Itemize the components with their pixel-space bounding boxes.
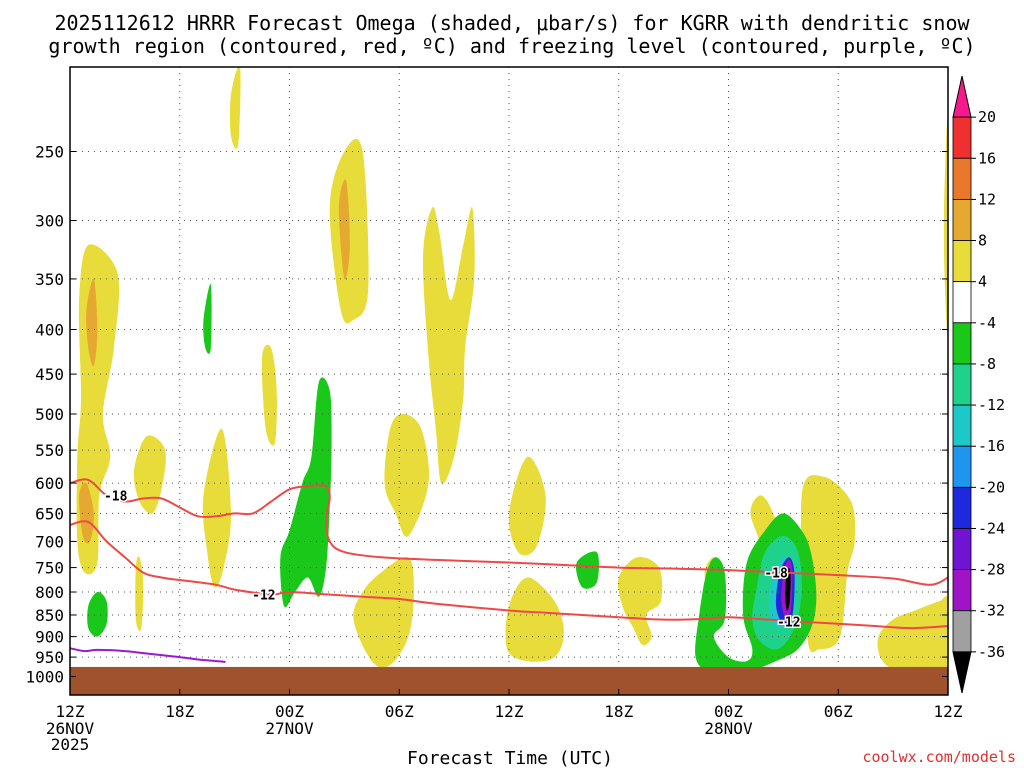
colorbar-label: -12 (978, 396, 1005, 414)
x-tick-label: 00Z (275, 702, 304, 721)
colorbar-bin (952, 610, 972, 653)
colorbar-label: -4 (978, 314, 996, 332)
plot-area: -18 -18 -12 -12 (70, 67, 948, 695)
dgz-contour-1 (70, 520, 948, 630)
colorbar-bin (952, 363, 972, 406)
omega-region-7 (261, 344, 277, 446)
colorbar-bin (952, 116, 972, 159)
x-tick-label: 12Z (495, 702, 524, 721)
dgz-contour-label: -12 (777, 616, 800, 631)
colorbar-bin (952, 240, 972, 283)
omega-region-9 (338, 179, 350, 280)
colorbar-label: -32 (978, 602, 1005, 620)
x-tick-label: 18Z (165, 702, 194, 721)
credit-text: coolwx.com/models (862, 748, 1016, 766)
omega-region-16 (617, 556, 663, 646)
y-tick-label: 500 (35, 405, 64, 424)
colorbar-bin (952, 528, 972, 571)
colorbar-bin (952, 281, 972, 324)
omega-region-5 (135, 556, 144, 631)
colorbar-label: 8 (978, 232, 987, 250)
omega-region-11 (422, 206, 475, 484)
omega-region-13 (508, 456, 546, 556)
colorbar-label: 20 (978, 108, 996, 126)
y-tick-label: 250 (35, 143, 64, 162)
colorbar-top-triangle (952, 75, 972, 118)
omega-region-6 (202, 428, 232, 588)
x-tick-date: 27NOV (265, 719, 314, 738)
axes: 250 300 350 400 450 500 550 600 650 700 750 800 850 9… (25, 66, 963, 754)
colorbar-label: -28 (978, 561, 1005, 579)
omega-region-23 (280, 377, 332, 608)
y-tick-label: 750 (35, 559, 64, 578)
y-tick-label: 300 (35, 212, 64, 231)
y-tick-label: 550 (35, 441, 64, 460)
omega-region-12 (353, 556, 414, 668)
y-tick-label: 400 (35, 321, 64, 340)
y-tick-label: 450 (35, 365, 64, 384)
colorbar-label: 12 (978, 190, 996, 208)
dgz-contour-label: -12 (252, 588, 275, 603)
y-tick-label: 850 (35, 606, 64, 625)
omega-region-21 (943, 116, 948, 335)
omega-region-2 (86, 278, 98, 367)
colorbar-bin (952, 445, 972, 488)
y-tick-label: 700 (35, 532, 64, 551)
colorbar-bin (952, 569, 972, 612)
colorbar-bin (952, 322, 972, 365)
y-tick-label: 1000 (25, 668, 64, 687)
freezing-level-line (70, 647, 226, 663)
omega-region-3 (79, 482, 94, 544)
colorbar-label: -24 (978, 519, 1005, 537)
y-tick-label: 350 (35, 270, 64, 289)
colorbar-bin (952, 157, 972, 200)
x-tick-label: 06Z (824, 702, 853, 721)
colorbar-label: 4 (978, 273, 987, 291)
omega-region-0 (229, 67, 241, 149)
y-tick-label: 650 (35, 504, 64, 523)
y-tick-label: 900 (35, 628, 64, 647)
dgz-contour-label: -18 (764, 567, 788, 582)
colorbar-bin (952, 198, 972, 241)
y-tick-label: 950 (35, 648, 64, 667)
colorbar-label: -20 (978, 478, 1005, 496)
colorbar-label: -36 (978, 643, 1005, 661)
chart-title-line1: 2025112612 HRRR Forecast Omega (shaded, … (54, 11, 970, 35)
omega-region-15 (575, 551, 599, 589)
dgz-contour-0 (70, 478, 948, 586)
x-tick-label: 12Z (56, 702, 85, 721)
colorbar-bottom-triangle (952, 651, 972, 694)
dgz-contour-label: -18 (104, 489, 128, 504)
x-tick-year: 2025 (51, 735, 90, 754)
colorbar: 20 16 12 8 4 -4 -8 -12 -16 -20 -24 -28 -32 -36 (952, 75, 1005, 694)
x-tick-label: 12Z (934, 702, 963, 721)
colorbar-bin (952, 486, 972, 529)
omega-region-4 (133, 435, 166, 514)
omega-region-14 (505, 577, 564, 662)
x-tick-label: 00Z (714, 702, 743, 721)
omega-region-22 (203, 283, 212, 354)
omega-region-24 (87, 591, 108, 637)
x-axis-label: Forecast Time (UTC) (407, 748, 613, 768)
chart-title-line2: growth region (contoured, red, ºC) and f… (48, 34, 975, 58)
x-tick-label: 06Z (385, 702, 414, 721)
x-tick-date: 26NOV (46, 719, 95, 738)
omega-region-10 (384, 414, 430, 537)
colorbar-bin (952, 404, 972, 447)
colorbar-label: -8 (978, 355, 996, 373)
y-tick-label: 600 (35, 474, 64, 493)
omega-region-30 (785, 567, 791, 611)
x-tick-date: 28NOV (704, 719, 753, 738)
y-tick-label: 800 (35, 583, 64, 602)
colorbar-label: 16 (978, 149, 996, 167)
omega-region-20 (877, 596, 948, 676)
plot-inner: -18 -18 -12 -12 (70, 67, 948, 695)
x-tick-label: 18Z (604, 702, 633, 721)
colorbar-label: -16 (978, 437, 1005, 455)
